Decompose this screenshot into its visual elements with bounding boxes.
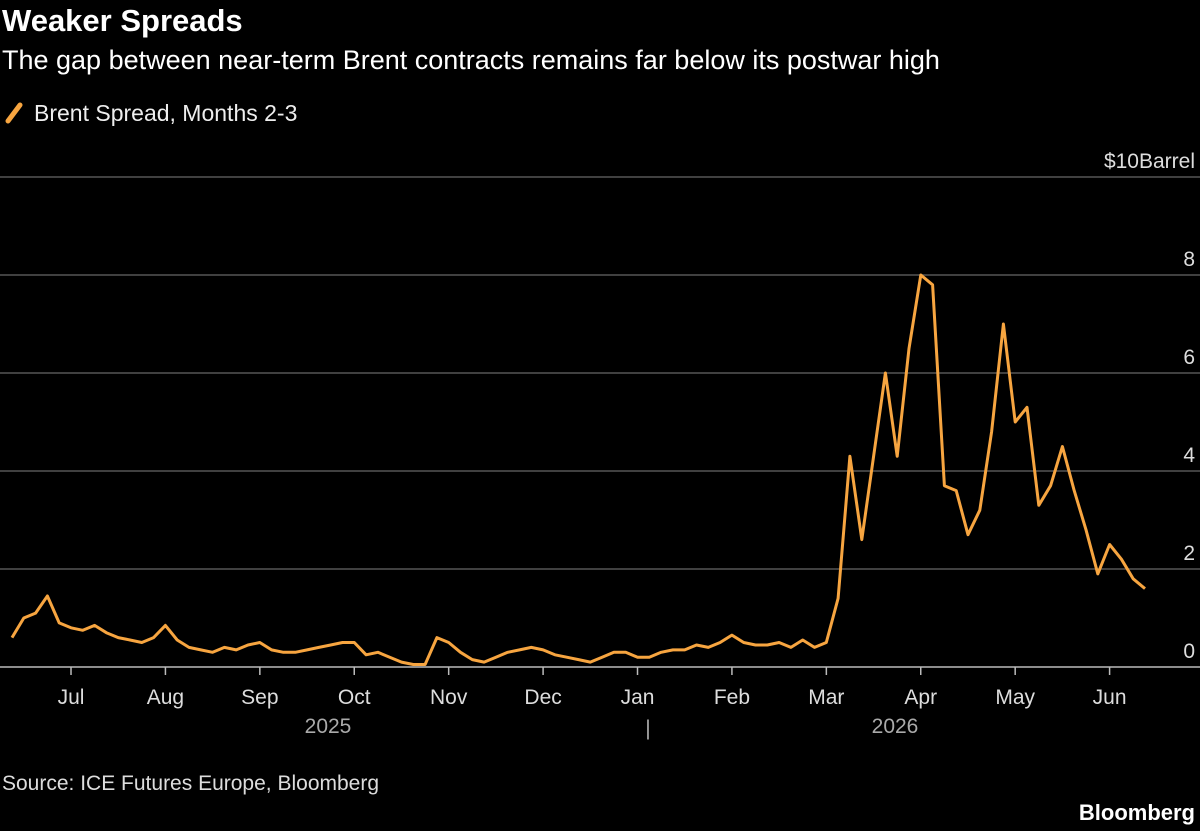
- x-tick-label: Oct: [338, 686, 371, 709]
- source: Source: ICE Futures Europe, Bloomberg: [2, 772, 379, 795]
- y-tick-label: 2: [1183, 542, 1195, 565]
- x-tick-label: Mar: [808, 686, 844, 709]
- chart-subtitle: The gap between near-term Brent contract…: [2, 45, 940, 75]
- legend-label: Brent Spread, Months 2-3: [34, 100, 297, 126]
- y-tick-label: $10Barrel: [1104, 150, 1195, 173]
- x-tick-label: Jul: [58, 686, 85, 709]
- x-tick-label: Dec: [524, 686, 561, 709]
- year-label: 2026: [872, 715, 919, 738]
- x-tick-label: May: [995, 686, 1035, 709]
- legend-swatch: [5, 102, 23, 124]
- x-tick-label: Jun: [1093, 686, 1127, 709]
- data-line: [10, 273, 1146, 666]
- brand: Bloomberg: [1079, 800, 1195, 825]
- y-tick-label: 4: [1183, 444, 1195, 467]
- y-tick-label: 6: [1183, 346, 1195, 369]
- x-tick-label: Nov: [430, 686, 468, 709]
- x-tick-label: Apr: [904, 686, 937, 709]
- y-tick-label: 8: [1183, 248, 1195, 271]
- chart-title: Weaker Spreads: [2, 3, 243, 38]
- year-label: 2025: [305, 715, 352, 738]
- x-tick-label: Feb: [714, 686, 750, 709]
- x-tick-label: Jan: [621, 686, 655, 709]
- x-tick-label: Aug: [147, 686, 184, 709]
- x-tick-label: Sep: [241, 686, 278, 709]
- y-tick-label: 0: [1183, 640, 1195, 663]
- year-divider: |: [645, 717, 650, 740]
